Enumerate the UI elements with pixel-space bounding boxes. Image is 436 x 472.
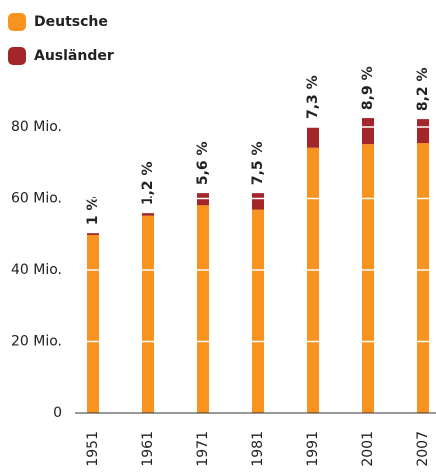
bar-segment (307, 127, 319, 148)
y-tick-label: 40 Mio. (11, 262, 62, 278)
legend-label: Ausländer (34, 48, 114, 64)
legend-swatch (8, 47, 26, 65)
bar-segment (417, 143, 429, 413)
x-tick-label: 1961 (140, 431, 156, 467)
x-tick-label: 2007 (415, 431, 431, 467)
legend-swatch (8, 13, 26, 31)
x-tick-label: 1951 (85, 431, 101, 467)
bar-segment (142, 213, 154, 216)
y-tick-label: 80 Mio. (11, 119, 62, 135)
annotation: 1 % (85, 197, 101, 226)
annotation: 8,2 % (415, 67, 431, 111)
y-tick-label: 20 Mio. (11, 334, 62, 350)
y-tick-label: 60 Mio. (11, 191, 62, 207)
bar-segment (252, 209, 264, 413)
bar-segment (362, 118, 374, 145)
annotation: 5,6 % (195, 141, 211, 185)
y-tick-label: 0 (53, 405, 62, 421)
legend-label: Deutsche (34, 14, 108, 30)
bar-segment (197, 205, 209, 413)
x-tick-label: 2001 (360, 431, 376, 467)
annotation: 1,2 % (140, 161, 156, 205)
annotation: 8,9 % (360, 66, 376, 110)
bar-segment (87, 233, 99, 235)
bar-segment (417, 119, 429, 144)
bar-segment (87, 234, 99, 413)
x-tick-label: 1971 (195, 431, 211, 467)
bar-segment (307, 147, 319, 414)
bar-segment (142, 215, 154, 413)
annotation: 7,3 % (305, 75, 321, 119)
x-tick-label: 1981 (250, 431, 266, 467)
x-tick-label: 1991 (305, 431, 321, 467)
bar-segment (252, 193, 264, 210)
bar-segment (362, 144, 374, 413)
annotation: 7,5 % (250, 141, 266, 185)
